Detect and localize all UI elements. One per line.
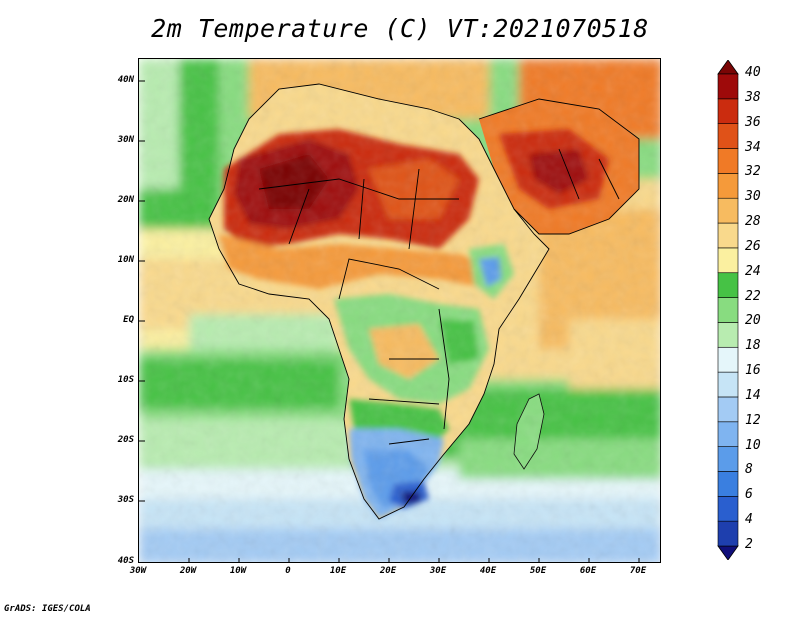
colorbar-level-label: 34 xyxy=(745,139,761,155)
colorbar-level-label: 4 xyxy=(745,512,753,528)
x-tick-label: 10E xyxy=(329,566,347,576)
colorbar-swatch xyxy=(717,421,739,447)
colorbar-level-label: 26 xyxy=(745,238,761,254)
colorbar-level-label: 40 xyxy=(745,65,761,80)
colorbar-arrow-high xyxy=(717,60,739,75)
colorbar-arrow-low xyxy=(717,545,739,560)
colorbar-level-label: 16 xyxy=(745,363,761,379)
colorbar-level-label: 28 xyxy=(745,214,761,230)
coastlines xyxy=(208,83,640,520)
y-tick-label: 20N xyxy=(117,195,134,205)
colorbar-level-label: 6 xyxy=(745,487,753,503)
colorbar-swatch xyxy=(717,173,739,199)
x-tick-label: 10W xyxy=(229,566,247,576)
colorbar-swatch xyxy=(717,396,739,423)
colorbar-level-label: 24 xyxy=(745,263,761,279)
y-tick-label: 10N xyxy=(117,255,134,265)
footer-credit: GrADS: IGES/COLA xyxy=(4,604,91,614)
x-tick-label: 0 xyxy=(285,566,291,576)
y-tick-label: 30N xyxy=(117,135,134,145)
colorbar-level-label: 32 xyxy=(745,164,761,180)
x-tick-label: 60E xyxy=(579,566,597,576)
x-tick-label: 30E xyxy=(429,566,447,576)
x-tick-label: 20E xyxy=(379,566,397,576)
colorbar-level-label: 2 xyxy=(745,537,753,552)
colorbar-level-label: 38 xyxy=(745,89,761,105)
colorbar-swatch xyxy=(717,496,739,522)
colorbar-level-label: 18 xyxy=(745,338,761,354)
y-tick-label: 10S xyxy=(117,375,134,385)
axis-ticks xyxy=(139,80,640,562)
colorbar xyxy=(717,60,739,560)
colorbar-swatch xyxy=(717,471,739,497)
x-tick-label: 50E xyxy=(529,566,547,576)
colorbar-swatch xyxy=(717,446,739,472)
colorbar-swatch xyxy=(717,346,739,373)
land-field xyxy=(139,59,660,562)
y-tick-label: 40S xyxy=(117,556,134,566)
colorbar-swatch xyxy=(717,222,739,249)
colorbar-swatch xyxy=(717,520,739,547)
map-plot-area xyxy=(138,58,661,563)
colorbar-level-label: 20 xyxy=(745,313,761,329)
y-tick-label: 30S xyxy=(117,495,134,505)
colorbar-swatch xyxy=(717,197,739,224)
x-tick-label: 30W xyxy=(129,566,147,576)
y-tick-label: EQ xyxy=(123,315,134,325)
colorbar-level-label: 10 xyxy=(745,437,761,453)
temperature-map xyxy=(139,59,660,562)
colorbar-swatch xyxy=(717,73,739,100)
x-tick-label: 70E xyxy=(629,566,647,576)
colorbar-level-label: 22 xyxy=(745,288,761,304)
colorbar-swatch xyxy=(717,247,739,274)
y-tick-label: 40N xyxy=(117,75,134,85)
colorbar-level-label: 30 xyxy=(745,189,761,205)
colorbar-swatch xyxy=(717,297,739,323)
x-tick-label: 20W xyxy=(179,566,197,576)
colorbar-level-label: 36 xyxy=(745,114,761,130)
colorbar-swatch xyxy=(717,371,739,398)
colorbar-swatch xyxy=(717,148,739,174)
chart-title: 2m Temperature (C) VT:2021070518 xyxy=(151,14,649,43)
y-tick-label: 20S xyxy=(117,435,134,445)
colorbar-level-label: 12 xyxy=(745,412,761,428)
colorbar-swatch xyxy=(717,98,739,124)
colorbar-swatch xyxy=(717,322,739,348)
colorbar-level-label: 8 xyxy=(745,462,753,478)
colorbar-swatch xyxy=(717,123,739,149)
colorbar-swatch xyxy=(717,272,739,298)
x-tick-label: 40E xyxy=(479,566,497,576)
colorbar-level-label: 14 xyxy=(745,387,761,403)
